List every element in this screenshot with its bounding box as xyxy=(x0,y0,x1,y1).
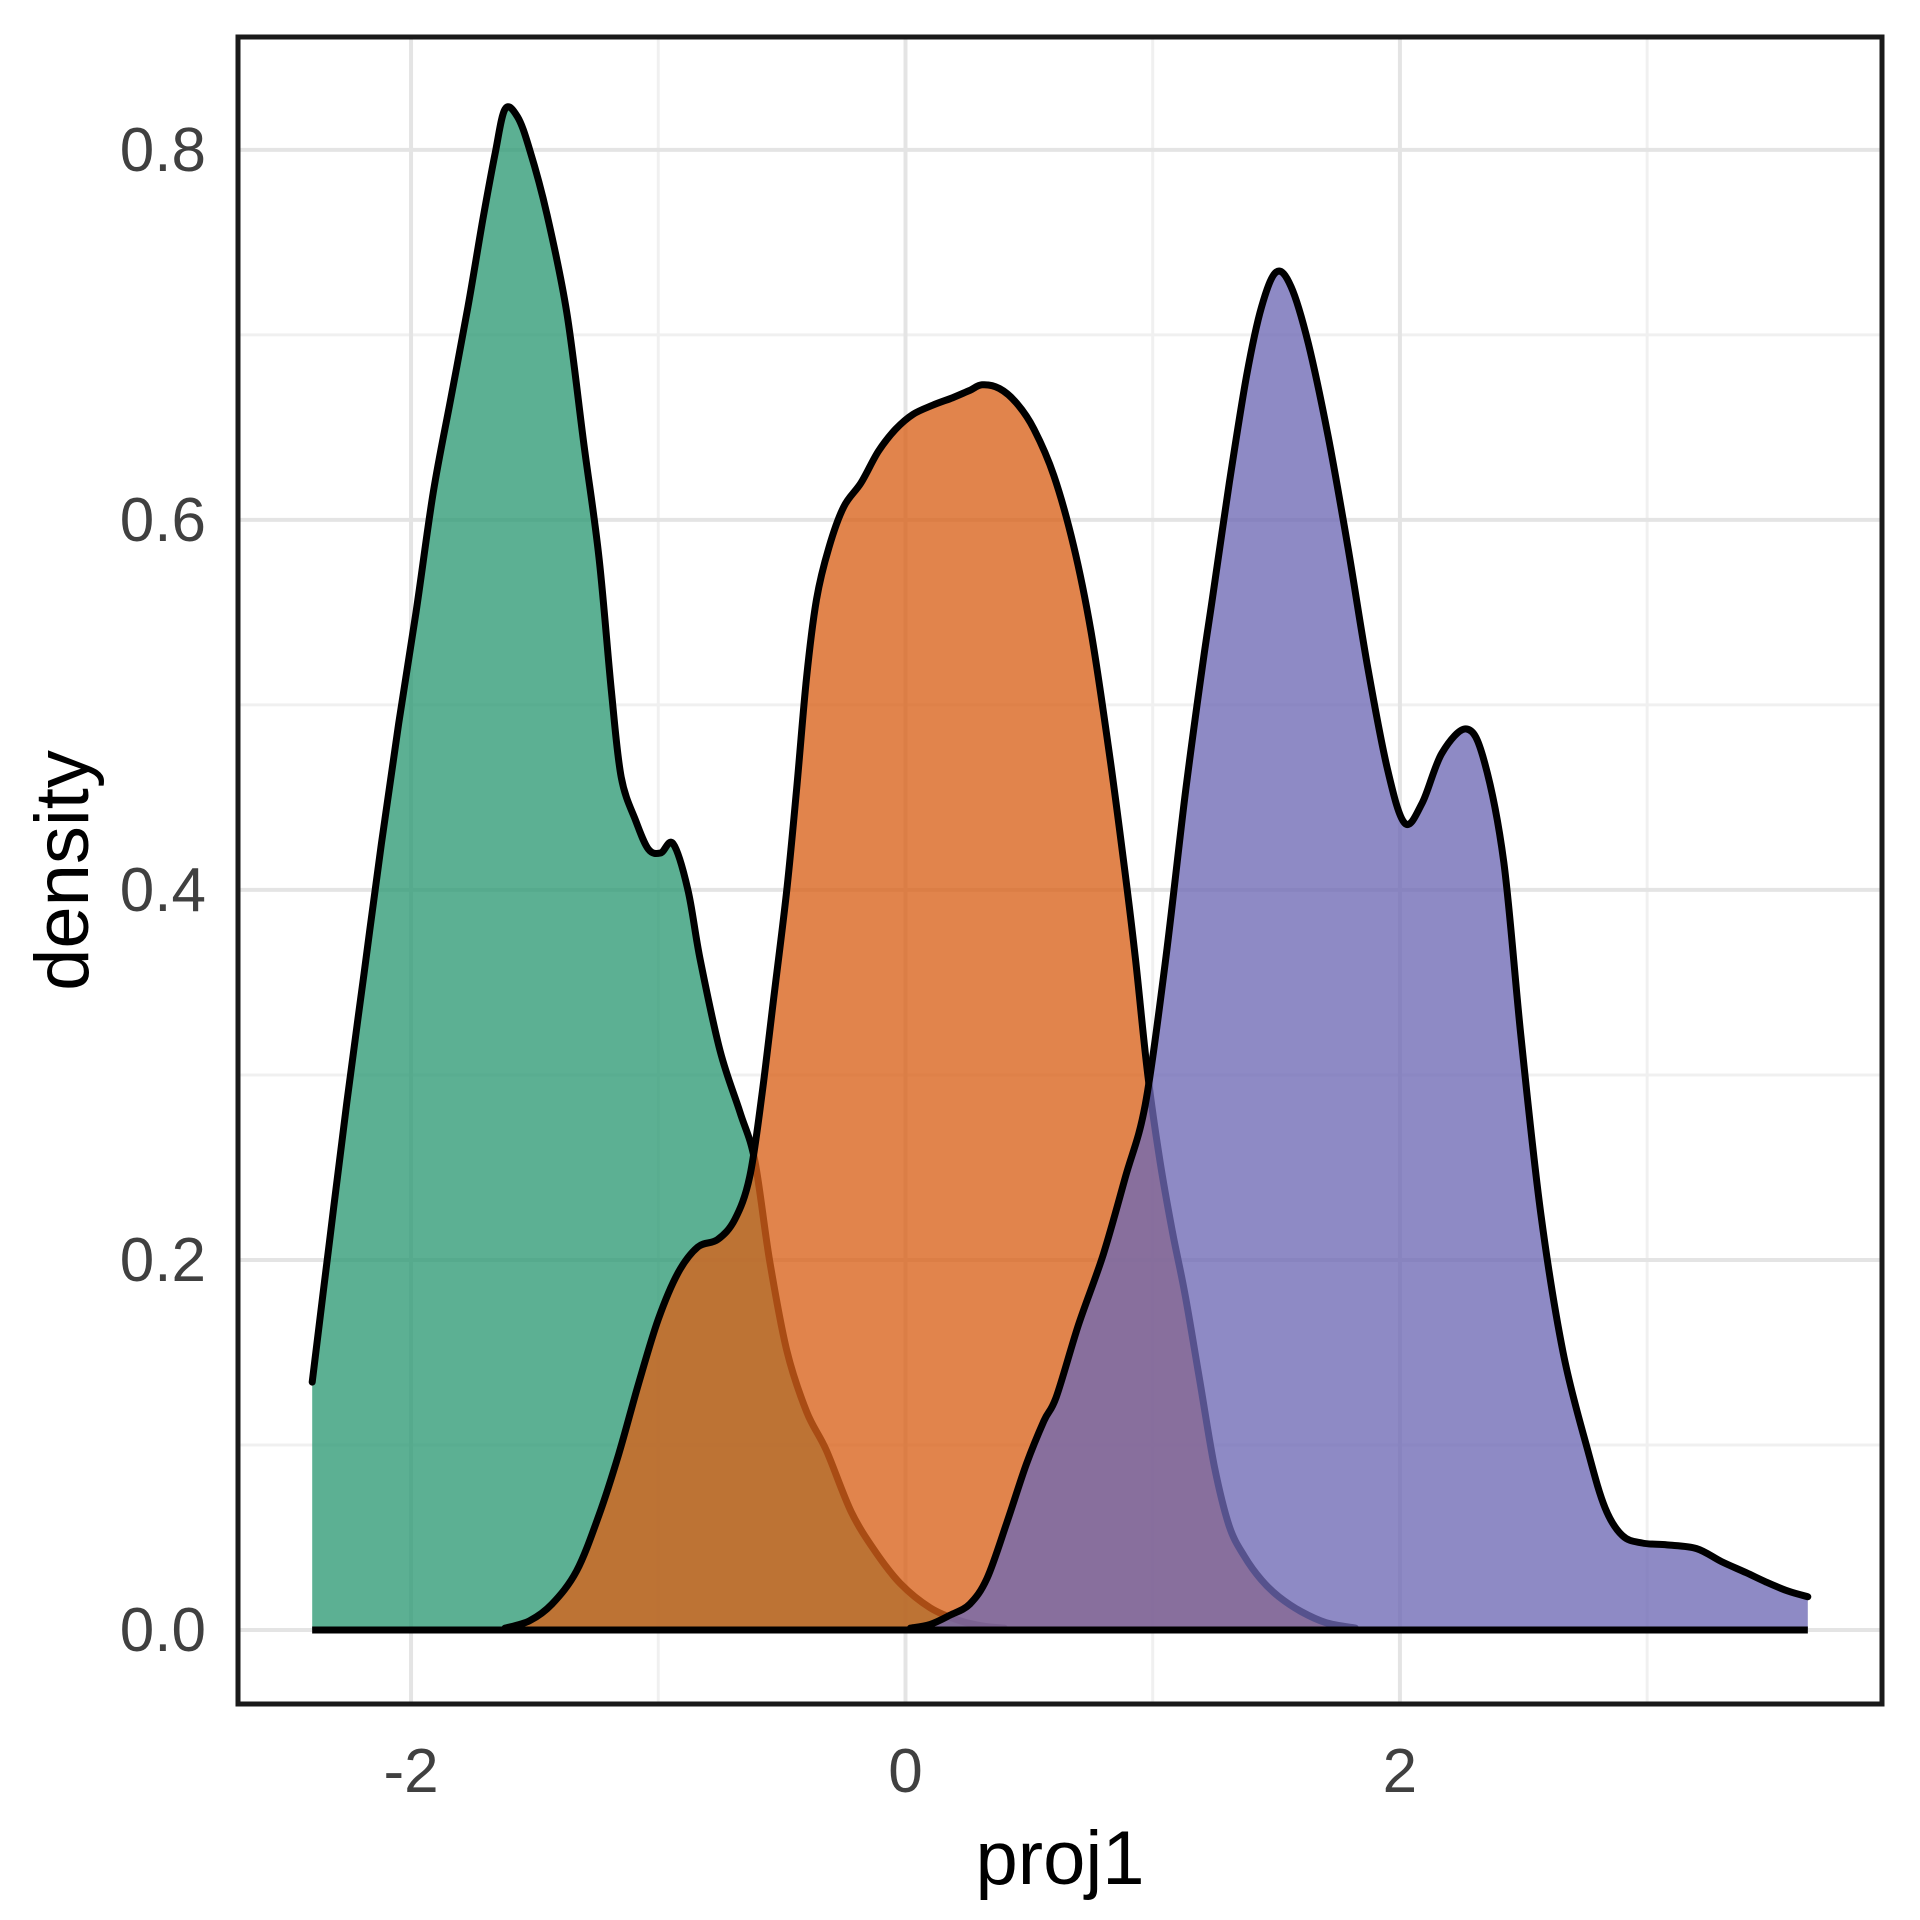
y-axis-tick-label: 0.8 xyxy=(120,116,206,185)
y-axis-tick-label: 0.6 xyxy=(120,486,206,555)
density-curve-group-3-purple xyxy=(906,267,1812,1632)
panel-border xyxy=(235,34,1885,1707)
y-axis-tick-label: 0.2 xyxy=(120,1226,206,1295)
density-area-group-3-purple xyxy=(910,271,1808,1630)
density-curves-layer xyxy=(308,103,1812,1632)
x-axis-title: proj1 xyxy=(976,1816,1145,1901)
panel-border-layer xyxy=(235,34,1885,1707)
y-axis-tick-label: 0.0 xyxy=(120,1596,206,1665)
axis-labels-layer: 0.0 0.2 0.4 0.6 0.8 -2 0 2 proj1 density xyxy=(20,116,1417,1901)
density-area-group-1-green xyxy=(312,106,1005,1631)
x-axis-tick-label: -2 xyxy=(383,1737,438,1806)
x-axis-tick-label: 0 xyxy=(888,1737,922,1806)
density-outline-group-3-purple xyxy=(906,267,1812,1632)
y-axis-tick-label: 0.4 xyxy=(120,856,206,925)
x-axis-tick-label: 2 xyxy=(1383,1737,1417,1806)
y-axis-title: density xyxy=(20,750,105,991)
